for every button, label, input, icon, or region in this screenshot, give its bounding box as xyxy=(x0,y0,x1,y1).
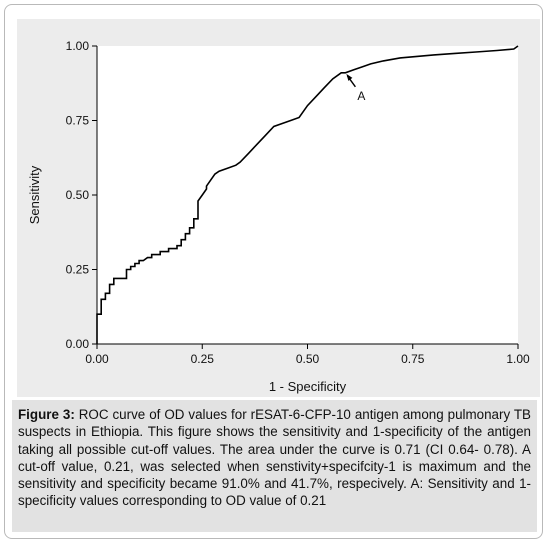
x-tick-label: 0.75 xyxy=(401,352,425,366)
caption-text: ROC curve of OD values for rESAT-6-CFP-1… xyxy=(18,407,531,509)
x-axis-label: 1 - Specificity xyxy=(269,379,347,394)
y-tick-label: 1.00 xyxy=(66,39,90,53)
y-axis-label: Sensitivity xyxy=(27,165,42,224)
x-tick-label: 1.00 xyxy=(506,352,530,366)
annotations: A xyxy=(346,73,365,103)
caption-label: Figure 3: xyxy=(18,407,75,422)
x-tick-label: 0.25 xyxy=(191,352,215,366)
annotation-label: A xyxy=(357,89,365,103)
figure-caption: Figure 3: ROC curve of OD values for rES… xyxy=(12,400,537,532)
y-tick-label: 0.25 xyxy=(66,263,90,277)
roc-chart: 0.00 0.25 0.50 0.75 1.00 0.00 0.25 0.50 0.75 1.0… xyxy=(27,39,530,394)
figure-panel: 0.00 0.25 0.50 0.75 1.00 0.00 0.25 0.50 0.75 1.0… xyxy=(4,4,543,539)
plot-area: 0.00 0.25 0.50 0.75 1.00 0.00 0.25 0.50 0.75 1.0… xyxy=(17,19,540,397)
y-tick-label: 0.00 xyxy=(66,337,90,351)
x-ticks: 0.00 0.25 0.50 0.75 1.00 xyxy=(85,344,530,366)
x-tick-label: 0.00 xyxy=(85,352,109,366)
plot-background xyxy=(97,46,518,344)
x-tick-label: 0.50 xyxy=(296,352,320,366)
roc-curve-line xyxy=(96,45,519,344)
annotation-arrowhead xyxy=(346,73,353,81)
y-tick-label: 0.50 xyxy=(66,188,90,202)
y-ticks: 0.00 0.25 0.50 0.75 1.00 xyxy=(66,39,97,351)
y-tick-label: 0.75 xyxy=(66,114,90,128)
